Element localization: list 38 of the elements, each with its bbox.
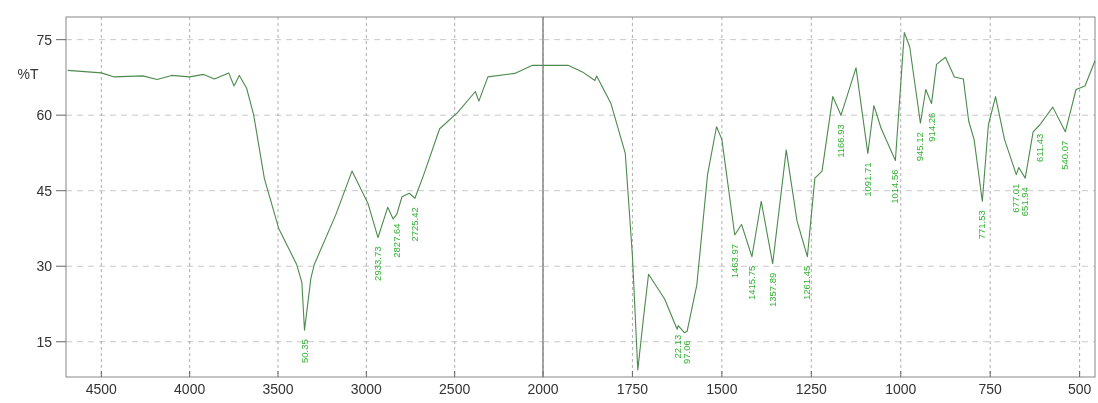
annotation: 945.12 [914,132,926,162]
annotation: 1166.93 [835,124,846,158]
x-tick-label: 2500 [439,381,471,397]
annotation: 2725.42 [408,207,420,242]
x-tick-label: 750 [978,381,1003,397]
y-tick-label: 60 [36,107,53,124]
x-tick-label: 1750 [616,381,649,397]
annotation: 771.53 [976,210,988,240]
annotation: 1261.45 [801,265,813,301]
x-tick-label: 3500 [262,381,294,397]
x-tick-label: 1000 [885,381,917,397]
y-tick-label: 45 [36,182,53,199]
annotation: 50.35 [298,339,310,363]
annotation: 914.26 [925,112,937,142]
annotation: 2933.73 [371,246,383,281]
annotation: 97.06 [681,340,693,364]
x-tick-label: 1250 [795,381,828,397]
annotation: 677.01 [1010,183,1022,213]
annotation: 1463.97 [728,244,740,279]
x-tick-label: 4500 [85,381,118,397]
x-tick-label: 2000 [527,381,559,397]
annotation: 1014.56 [889,169,901,204]
annotation: 22.13 [672,334,684,359]
y-tick-label: 75 [36,31,53,48]
annotation: 1415.75 [745,265,757,301]
x-tick-label: 3000 [350,381,383,397]
y-axis-title: %T [17,66,39,82]
annotation: 1357.89 [766,272,778,308]
y-tick-label: 15 [36,333,53,350]
annotation: 611.43 [1033,133,1045,163]
y-tick-label: 30 [36,258,53,275]
annotation: 540.07 [1059,140,1071,170]
annotation: 2827.64 [390,223,402,258]
x-tick-label: 500 [1067,381,1092,397]
annotation: 1091.71 [861,162,873,197]
x-tick-label: 4000 [174,381,206,397]
annotation: 651.94 [1019,187,1031,217]
x-tick-label: 1500 [706,381,738,397]
